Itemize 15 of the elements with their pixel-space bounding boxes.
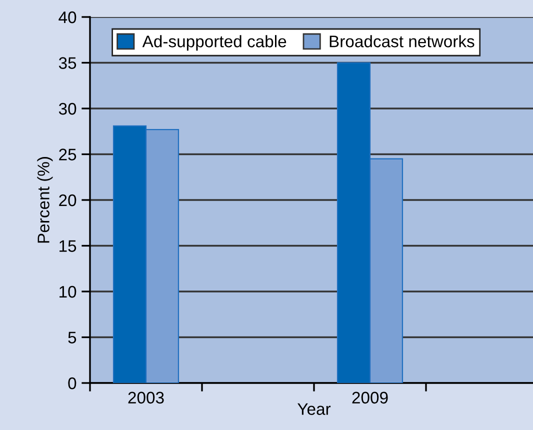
y-tick-label: 15: [60, 240, 76, 252]
legend-label: Broadcast networks: [330, 35, 474, 48]
x-axis-title: Year: [298, 403, 331, 415]
y-axis-title: Percent (%): [37, 157, 53, 243]
y-tick-label: 5: [68, 332, 76, 344]
y-tick-label: 40: [58, 11, 76, 24]
y-tick-label: 25: [59, 148, 76, 160]
x-tick-label: 2009: [352, 392, 388, 404]
y-tick-label: 20: [59, 194, 76, 206]
y-tick-label: 30: [58, 102, 76, 115]
x-tick-label: 2003: [128, 392, 164, 404]
legend-label: Ad-supported cable: [142, 35, 286, 51]
y-tick-label: 10: [60, 286, 76, 298]
y-tick-label: 0: [68, 377, 76, 390]
y-tick-label: 35: [58, 57, 76, 69]
